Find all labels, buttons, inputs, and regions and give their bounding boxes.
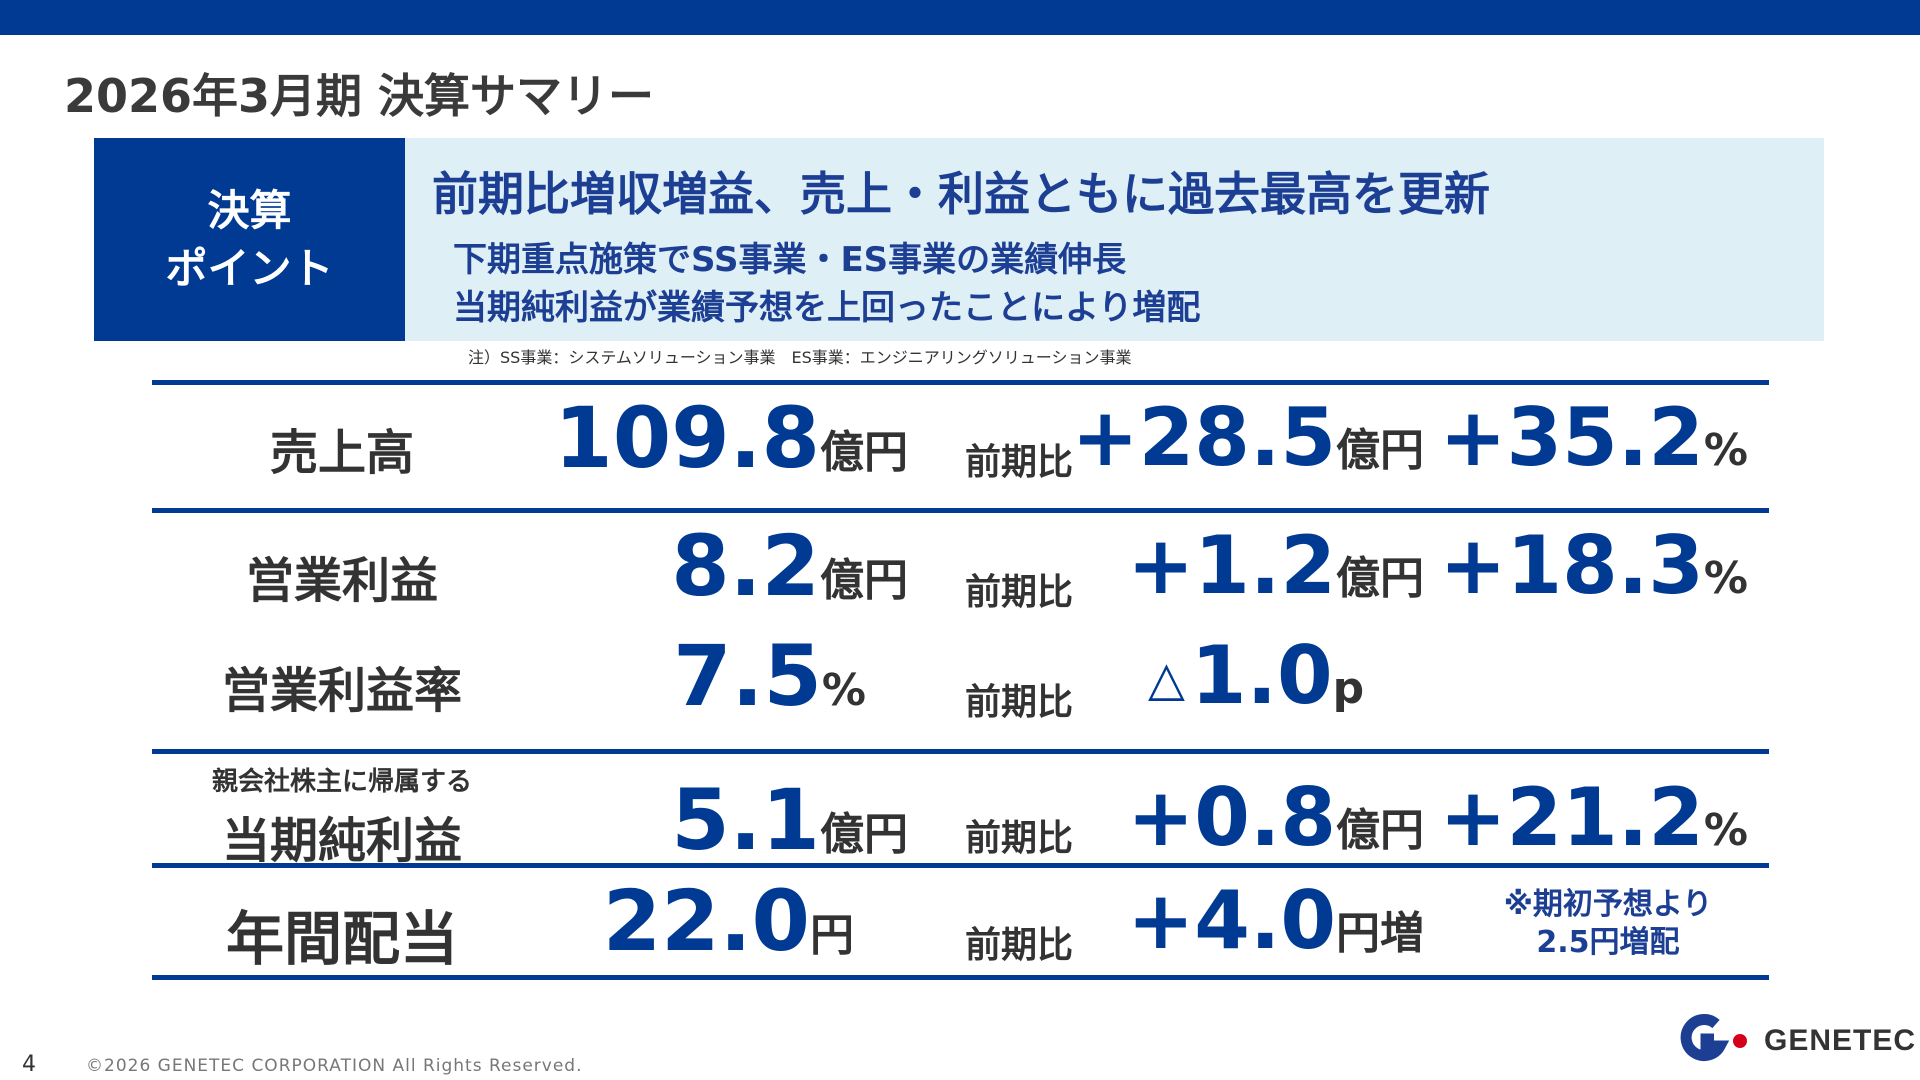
dividend-yoy-label: 前期比 (965, 925, 1074, 966)
op-profit-value-unit: 億円 (820, 555, 908, 606)
sales-value: 109.8億円 (554, 389, 908, 487)
sales-delta-unit: 億円 (1336, 425, 1424, 476)
dividend-delta: +4.0円増 (1127, 874, 1424, 967)
net-income-pct-unit: % (1703, 805, 1748, 856)
net-income-pct-number: +21.2 (1439, 771, 1704, 864)
op-margin-yoy-label: 前期比 (965, 682, 1074, 723)
net-income-small-label: 親会社株主に帰属する (211, 767, 473, 797)
copyright: ©2026 GENETEC CORPORATION All Rights Res… (86, 1056, 583, 1076)
dividend-delta-unit: 円増 (1336, 908, 1424, 959)
op-profit-pct-unit: % (1703, 553, 1748, 604)
dividend-value-unit: 円 (810, 910, 854, 961)
dividend-label: 年間配当 (225, 905, 459, 973)
triangle-icon: △ (1148, 651, 1185, 707)
key-points-label: 決算 ポイント (94, 138, 405, 341)
op-profit-pct: +18.3% (1439, 519, 1748, 612)
op-profit-delta-unit: 億円 (1336, 553, 1424, 604)
sales-value-unit: 億円 (820, 427, 908, 478)
page-title: 2026年3月期 決算サマリー (64, 69, 655, 123)
op-margin-value-number: 7.5 (673, 627, 822, 725)
sales-pct: +35.2% (1439, 391, 1748, 484)
genetec-logo-icon (1680, 1014, 1747, 1061)
op-margin-delta-number: 1.0 (1190, 629, 1333, 722)
op-margin-value: 7.5% (673, 627, 866, 725)
dividend-note: ※期初予想より 2.5円増配 (1504, 886, 1713, 962)
divider-top (152, 380, 1769, 385)
net-income-delta: +0.8億円 (1127, 771, 1424, 864)
divider-net (152, 863, 1769, 868)
divider-sales (152, 508, 1769, 513)
dividend-note-line1: ※期初予想より (1503, 887, 1713, 922)
key-points-body: 前期比増収増益、売上・利益ともに過去最高を更新 下期重点施策でSS事業・ES事業… (405, 138, 1824, 341)
op-profit-pct-number: +18.3 (1439, 519, 1704, 612)
sales-delta: +28.5億円 (1072, 391, 1424, 484)
dividend-value-number: 22.0 (602, 872, 810, 970)
op-profit-yoy-label: 前期比 (965, 572, 1074, 613)
op-margin-delta-unit: p (1332, 663, 1365, 714)
net-income-value: 5.1億円 (671, 771, 908, 869)
page-number: 4 (22, 1052, 36, 1077)
op-margin-delta: △1.0p (1148, 629, 1364, 722)
sales-value-number: 109.8 (554, 389, 820, 487)
op-profit-label: 営業利益 (245, 553, 439, 609)
op-margin-value-unit: % (821, 665, 866, 716)
net-income-label: 当期純利益 (221, 813, 463, 869)
net-income-delta-unit: 億円 (1336, 805, 1424, 856)
sales-pct-number: +35.2 (1439, 391, 1704, 484)
net-income-value-unit: 億円 (820, 809, 908, 860)
key-points-sub1: 下期重点施策でSS事業・ES事業の業績伸長 (453, 240, 1127, 280)
op-profit-value-number: 8.2 (671, 517, 820, 615)
key-points-headline: 前期比増収増益、売上・利益ともに過去最高を更新 (432, 167, 1490, 221)
key-points-label-line1: 決算 (207, 185, 292, 235)
divider-bottom (152, 975, 1769, 980)
op-profit-value: 8.2億円 (671, 517, 908, 615)
key-points-sub2: 当期純利益が業績予想を上回ったことにより増配 (453, 288, 1201, 328)
op-margin-label: 営業利益率 (221, 663, 463, 719)
segment-note: 注）SS事業：システムソリューション事業 ES事業：エンジニアリングソリューショ… (468, 348, 1132, 367)
key-points-label-line2: ポイント (165, 243, 334, 293)
net-income-pct: +21.2% (1439, 771, 1748, 864)
op-profit-delta-number: +1.2 (1127, 519, 1336, 612)
net-income-yoy-label: 前期比 (965, 818, 1074, 859)
dividend-value: 22.0円 (603, 872, 854, 970)
sales-yoy-label: 前期比 (965, 442, 1074, 483)
dividend-delta-number: +4.0 (1127, 874, 1336, 967)
logo-text: GENETEC (1764, 1024, 1917, 1057)
sales-delta-number: +28.5 (1071, 391, 1336, 484)
net-income-value-number: 5.1 (671, 771, 820, 869)
op-profit-delta: +1.2億円 (1127, 519, 1424, 612)
divider-op (152, 749, 1769, 754)
sales-pct-unit: % (1703, 425, 1748, 476)
net-income-delta-number: +0.8 (1127, 771, 1336, 864)
key-points-box: 決算 ポイント 前期比増収増益、売上・利益ともに過去最高を更新 下期重点施策でS… (94, 138, 1824, 341)
top-bar (0, 0, 1920, 35)
dividend-note-line2: 2.5円増配 (1536, 925, 1680, 960)
genetec-logo: GENETEC (1676, 1014, 1915, 1070)
sales-label: 売上高 (269, 425, 415, 481)
